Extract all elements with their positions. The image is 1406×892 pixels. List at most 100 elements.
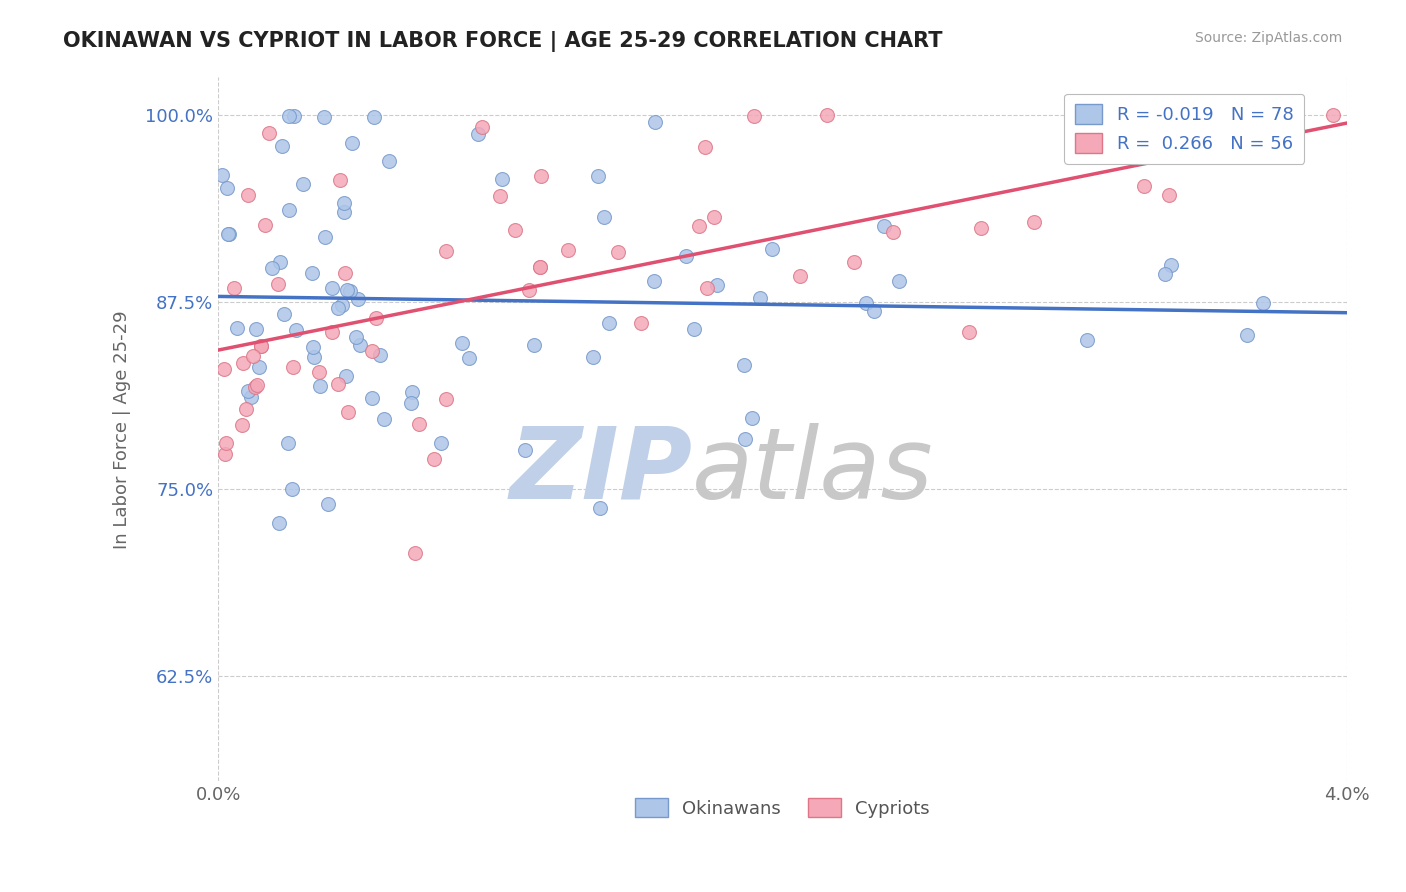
Point bbox=[404, 546, 426, 560]
Point bbox=[423, 452, 446, 467]
Point bbox=[242, 349, 264, 363]
Point bbox=[214, 447, 236, 461]
Point bbox=[291, 177, 314, 191]
Point bbox=[217, 180, 239, 194]
Point bbox=[408, 417, 430, 431]
Point bbox=[882, 225, 904, 239]
Point bbox=[450, 335, 472, 350]
Point bbox=[215, 435, 238, 450]
Point bbox=[231, 417, 253, 432]
Point bbox=[643, 274, 665, 288]
Point bbox=[269, 254, 291, 268]
Point bbox=[593, 211, 616, 225]
Point bbox=[281, 360, 304, 375]
Point bbox=[250, 339, 273, 353]
Point bbox=[333, 205, 356, 219]
Point bbox=[257, 126, 280, 140]
Point bbox=[260, 260, 283, 275]
Point bbox=[696, 280, 718, 294]
Point bbox=[1322, 108, 1344, 122]
Point bbox=[361, 344, 384, 359]
Point bbox=[517, 283, 540, 297]
Point bbox=[335, 368, 357, 383]
Point bbox=[434, 392, 457, 406]
Point bbox=[855, 296, 877, 310]
Point bbox=[226, 320, 249, 334]
Point bbox=[321, 281, 343, 295]
Point bbox=[734, 432, 756, 446]
Point bbox=[218, 227, 240, 242]
Point bbox=[349, 337, 371, 351]
Point bbox=[607, 245, 630, 260]
Point bbox=[247, 359, 270, 374]
Point bbox=[211, 168, 233, 182]
Point bbox=[329, 173, 352, 187]
Text: OKINAWAN VS CYPRIOT IN LABOR FORCE | AGE 25-29 CORRELATION CHART: OKINAWAN VS CYPRIOT IN LABOR FORCE | AGE… bbox=[63, 31, 943, 53]
Point bbox=[589, 501, 612, 516]
Point bbox=[761, 242, 783, 256]
Point bbox=[333, 266, 356, 280]
Point bbox=[232, 356, 254, 370]
Point bbox=[434, 244, 457, 258]
Point bbox=[523, 337, 546, 351]
Point bbox=[887, 274, 910, 288]
Point bbox=[706, 278, 728, 293]
Point bbox=[741, 411, 763, 425]
Point bbox=[330, 298, 353, 312]
Point bbox=[301, 267, 323, 281]
Point bbox=[695, 139, 717, 153]
Point bbox=[688, 219, 710, 234]
Point bbox=[401, 384, 423, 399]
Point bbox=[957, 325, 980, 339]
Point bbox=[267, 277, 290, 291]
Point bbox=[378, 154, 401, 169]
Y-axis label: In Labor Force | Age 25-29: In Labor Force | Age 25-29 bbox=[114, 310, 131, 549]
Point bbox=[212, 361, 235, 376]
Text: atlas: atlas bbox=[692, 423, 934, 520]
Point bbox=[529, 260, 551, 275]
Point bbox=[269, 516, 291, 531]
Point bbox=[557, 243, 579, 257]
Point bbox=[748, 291, 770, 305]
Point bbox=[245, 322, 267, 336]
Point bbox=[236, 188, 259, 202]
Point bbox=[316, 497, 339, 511]
Point bbox=[332, 195, 354, 210]
Point bbox=[1160, 258, 1182, 272]
Point bbox=[471, 120, 494, 134]
Point bbox=[277, 202, 299, 217]
Point bbox=[503, 223, 526, 237]
Point bbox=[1157, 187, 1180, 202]
Point bbox=[644, 115, 666, 129]
Point bbox=[277, 109, 299, 123]
Point bbox=[302, 350, 325, 364]
Point bbox=[1236, 327, 1258, 342]
Point bbox=[430, 435, 453, 450]
Point bbox=[217, 227, 239, 241]
Point bbox=[363, 111, 385, 125]
Point bbox=[1154, 267, 1177, 281]
Point bbox=[308, 365, 330, 379]
Point bbox=[253, 218, 276, 232]
Point bbox=[360, 391, 382, 405]
Point bbox=[245, 379, 267, 393]
Point bbox=[703, 210, 725, 224]
Point bbox=[742, 109, 765, 123]
Point bbox=[789, 269, 811, 284]
Point bbox=[283, 109, 305, 123]
Point bbox=[309, 378, 332, 392]
Point bbox=[239, 390, 262, 404]
Point bbox=[364, 310, 387, 325]
Point bbox=[314, 230, 336, 244]
Point bbox=[347, 292, 370, 306]
Point bbox=[1251, 296, 1274, 310]
Point bbox=[273, 307, 295, 321]
Legend: Okinawans, Cypriots: Okinawans, Cypriots bbox=[628, 790, 936, 825]
Point bbox=[271, 139, 294, 153]
Point bbox=[281, 482, 304, 496]
Text: Source: ZipAtlas.com: Source: ZipAtlas.com bbox=[1195, 31, 1343, 45]
Point bbox=[515, 442, 537, 457]
Point bbox=[401, 396, 423, 410]
Point bbox=[1076, 333, 1098, 347]
Point bbox=[335, 283, 357, 297]
